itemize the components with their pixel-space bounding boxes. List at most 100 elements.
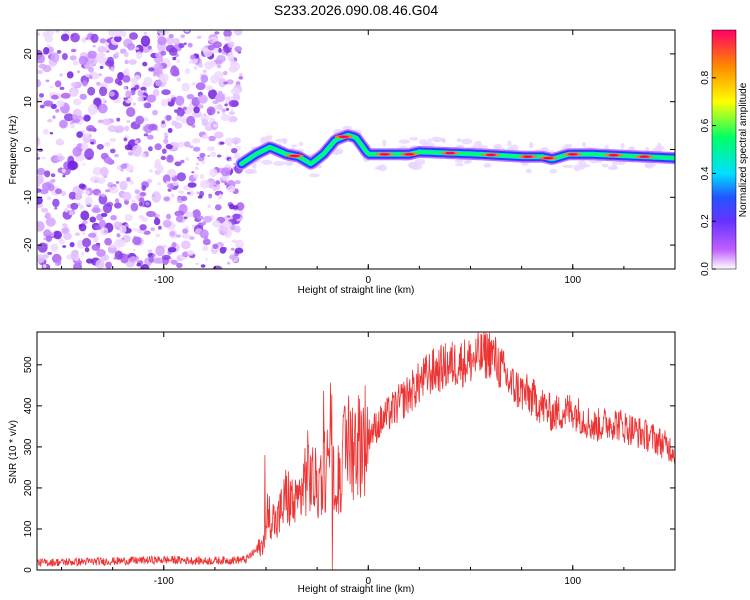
noise-blob	[165, 180, 170, 184]
noise-blob	[88, 66, 94, 73]
noise-blob	[37, 32, 40, 36]
noise-blob	[165, 114, 172, 121]
noise-blob	[82, 231, 86, 236]
noise-blob	[42, 264, 47, 269]
ridge-halo-blob	[427, 138, 433, 142]
ridge-halo-blob	[456, 138, 462, 143]
top-x-axis-label: Height of straight line (km)	[298, 285, 415, 296]
noise-blob	[195, 262, 199, 265]
noise-blob	[51, 94, 59, 100]
noise-blob	[193, 146, 201, 152]
noise-blob	[196, 191, 200, 195]
noise-blob	[115, 51, 120, 56]
noise-blob	[146, 178, 153, 184]
ridge-halo-blob	[455, 163, 464, 167]
noise-blob	[193, 106, 200, 114]
noise-blob	[104, 237, 112, 246]
noise-blob	[75, 192, 82, 200]
noise-blob	[78, 224, 83, 228]
noise-blob	[146, 210, 156, 218]
noise-blob	[207, 146, 216, 152]
noise-blob	[205, 85, 214, 91]
noise-blob	[114, 198, 120, 204]
noise-blob	[115, 181, 120, 184]
noise-blob	[189, 236, 195, 240]
noise-blob	[52, 115, 56, 119]
noise-blob	[150, 227, 155, 232]
noise-blob	[155, 233, 161, 238]
noise-blob	[171, 259, 178, 265]
noise-blob	[168, 47, 178, 56]
noise-blob	[79, 117, 84, 121]
noise-blob	[61, 168, 66, 174]
noise-blob	[163, 196, 170, 202]
ridge-hotspot-core	[445, 151, 456, 155]
noise-blob	[191, 97, 201, 107]
noise-blob	[105, 189, 111, 193]
noise-blob	[37, 156, 41, 160]
noise-blob	[120, 168, 124, 172]
noise-blob	[184, 68, 191, 74]
noise-blob	[218, 229, 227, 235]
noise-blob	[221, 112, 226, 115]
ridge-hotspot-core	[567, 153, 578, 156]
noise-blob	[96, 249, 106, 257]
noise-blob	[64, 207, 69, 213]
noise-blob	[90, 33, 99, 43]
noise-blob	[37, 254, 45, 264]
noise-blob	[185, 211, 194, 218]
noise-blob	[147, 249, 153, 253]
noise-blob	[181, 233, 191, 239]
noise-blob	[220, 114, 231, 121]
noise-blob	[90, 141, 94, 145]
noise-blob	[198, 63, 204, 68]
noise-blob	[54, 206, 58, 210]
noise-blob	[125, 224, 129, 227]
colorbar-label: Normalized spectral amplitude	[738, 82, 749, 217]
noise-blob	[199, 174, 204, 179]
noise-blob	[176, 262, 183, 268]
noise-blob	[202, 245, 209, 252]
noise-blob	[231, 137, 241, 145]
noise-blob	[207, 154, 211, 158]
noise-blob	[45, 79, 50, 83]
noise-blob	[172, 69, 180, 77]
noise-blob	[234, 180, 241, 185]
ridge-halo-blob	[583, 164, 591, 168]
noise-blob	[181, 82, 190, 92]
noise-blob	[232, 205, 239, 210]
ridge-halo-blob	[573, 164, 582, 172]
noise-blob	[99, 38, 107, 44]
top-y-tick-label: -20	[23, 237, 34, 252]
ridge-halo-blob	[275, 138, 287, 143]
ridge-halo-blob	[620, 142, 625, 149]
noise-blob	[134, 195, 138, 199]
ridge-halo-blob	[510, 144, 519, 152]
noise-blob	[102, 203, 113, 214]
noise-blob	[180, 195, 188, 202]
bottom-y-tick-label: 200	[23, 479, 34, 496]
noise-blob	[122, 191, 132, 201]
ridge-halo-blob	[308, 173, 320, 178]
noise-blob	[114, 77, 122, 85]
noise-blob	[133, 102, 136, 106]
noise-blob	[124, 59, 129, 65]
noise-blob	[95, 259, 105, 269]
noise-blob	[140, 86, 147, 91]
colorbar-gradient	[711, 29, 737, 270]
ridge-halo-blob	[431, 136, 443, 143]
noise-blob	[186, 94, 195, 100]
noise-blob	[47, 184, 55, 192]
noise-blob	[162, 219, 172, 228]
colorbar-tick-label: 0.8	[700, 70, 711, 84]
noise-blob	[87, 50, 98, 59]
ridge-halo-blob	[463, 160, 470, 165]
ridge-halo-blob	[252, 162, 257, 169]
ridge-hotspot-core	[543, 156, 554, 160]
noise-blob	[208, 89, 218, 100]
noise-blob	[154, 143, 162, 151]
noise-blob	[201, 46, 210, 53]
noise-blob	[92, 45, 96, 48]
noise-blob	[165, 36, 175, 45]
